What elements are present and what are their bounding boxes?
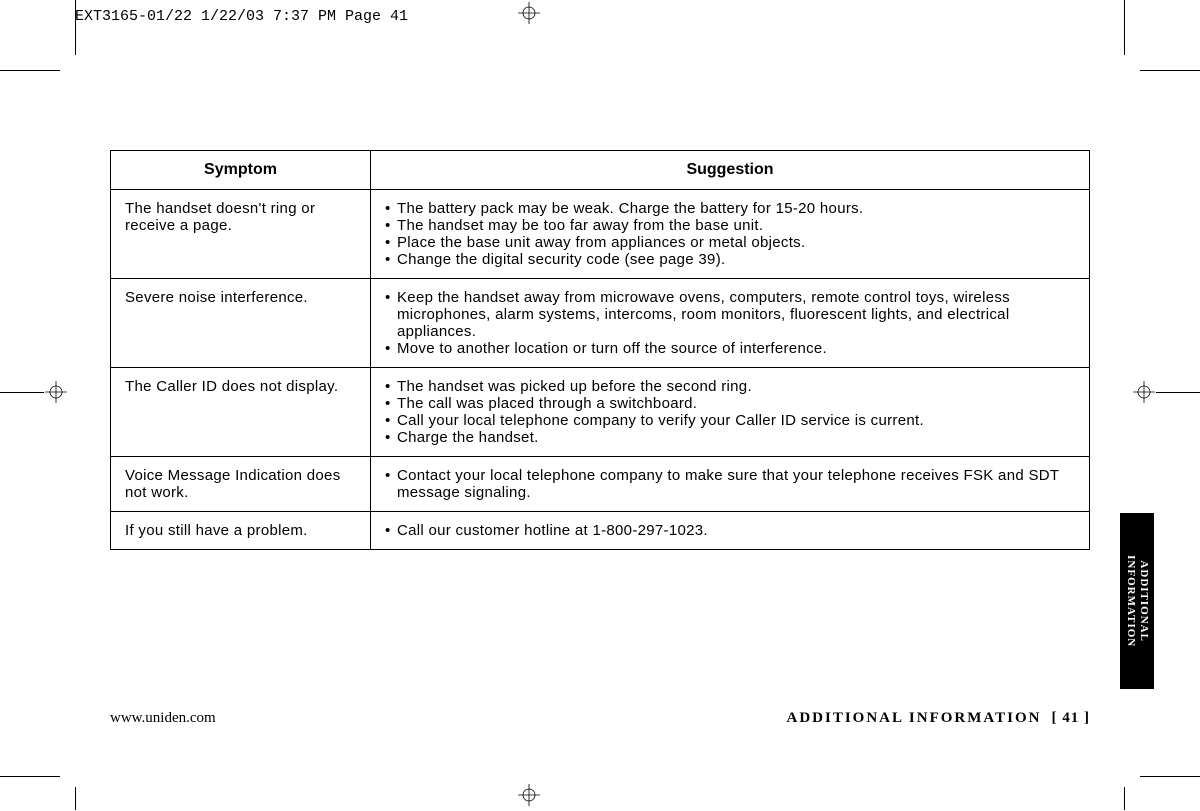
suggestion-bullet: •The handset may be too far away from th… <box>385 217 1075 234</box>
suggestion-cell: •The handset was picked up before the se… <box>371 368 1090 457</box>
suggestion-bullet: •Move to another location or turn off th… <box>385 340 1075 357</box>
suggestion-cell: •Keep the handset away from microwave ov… <box>371 279 1090 368</box>
suggestion-bullet: •The call was placed through a switchboa… <box>385 395 1075 412</box>
suggestion-bullet: •The handset was picked up before the se… <box>385 378 1075 395</box>
crop-mark <box>1124 0 1125 55</box>
symptom-cell: The handset doesn't ring or receive a pa… <box>111 190 371 279</box>
suggestion-bullet: •Call your local telephone company to ve… <box>385 412 1075 429</box>
suggestion-cell: •Call our customer hotline at 1-800-297-… <box>371 512 1090 550</box>
suggestion-bullet: •Change the digital security code (see p… <box>385 251 1075 268</box>
crop-mark <box>0 70 60 71</box>
footer-section: ADDITIONAL INFORMATION[ 41 ] <box>787 710 1091 727</box>
crop-mark <box>0 776 60 777</box>
crop-mark <box>1140 776 1200 777</box>
suggestion-cell: •Contact your local telephone company to… <box>371 457 1090 512</box>
suggestion-bullet: •Place the base unit away from appliance… <box>385 234 1075 251</box>
suggestion-bullet: •Contact your local telephone company to… <box>385 467 1075 501</box>
suggestion-bullet: •Keep the handset away from microwave ov… <box>385 289 1075 340</box>
page-content: Symptom Suggestion The handset doesn't r… <box>110 150 1090 550</box>
col-header-symptom: Symptom <box>111 151 371 190</box>
suggestion-bullet: •The battery pack may be weak. Charge th… <box>385 200 1075 217</box>
table-row: Voice Message Indication does not work. •… <box>111 457 1090 512</box>
col-header-suggestion: Suggestion <box>371 151 1090 190</box>
print-slug: EXT3165-01/22 1/22/03 7:37 PM Page 41 <box>75 8 408 25</box>
symptom-cell: If you still have a problem. <box>111 512 371 550</box>
crop-mark <box>1140 70 1200 71</box>
suggestion-bullet: •Charge the handset. <box>385 429 1075 446</box>
footer-url: www.uniden.com <box>110 710 216 727</box>
crop-mark <box>1156 392 1200 393</box>
symptom-cell: Severe noise interference. <box>111 279 371 368</box>
suggestion-cell: •The battery pack may be weak. Charge th… <box>371 190 1090 279</box>
troubleshooting-table: Symptom Suggestion The handset doesn't r… <box>110 150 1090 550</box>
table-row: The Caller ID does not display. •The hand… <box>111 368 1090 457</box>
crop-mark <box>75 0 76 55</box>
symptom-cell: Voice Message Indication does not work. <box>111 457 371 512</box>
table-header-row: Symptom Suggestion <box>111 151 1090 190</box>
crop-mark <box>0 392 44 393</box>
registration-mark-icon <box>1133 381 1155 403</box>
section-tab: ADDITIONALINFORMATION <box>1120 513 1154 689</box>
crop-mark <box>75 787 76 810</box>
table-row: If you still have a problem. •Call our cu… <box>111 512 1090 550</box>
registration-mark-icon <box>518 784 540 806</box>
registration-mark-icon <box>518 2 540 24</box>
symptom-cell: The Caller ID does not display. <box>111 368 371 457</box>
table-row: Severe noise interference. •Keep the hand… <box>111 279 1090 368</box>
page-footer: www.uniden.com ADDITIONAL INFORMATION[ 4… <box>110 710 1090 727</box>
registration-mark-icon <box>45 381 67 403</box>
suggestion-bullet: •Call our customer hotline at 1-800-297-… <box>385 522 1075 539</box>
crop-mark <box>1124 787 1125 810</box>
table-row: The handset doesn't ring or receive a pa… <box>111 190 1090 279</box>
